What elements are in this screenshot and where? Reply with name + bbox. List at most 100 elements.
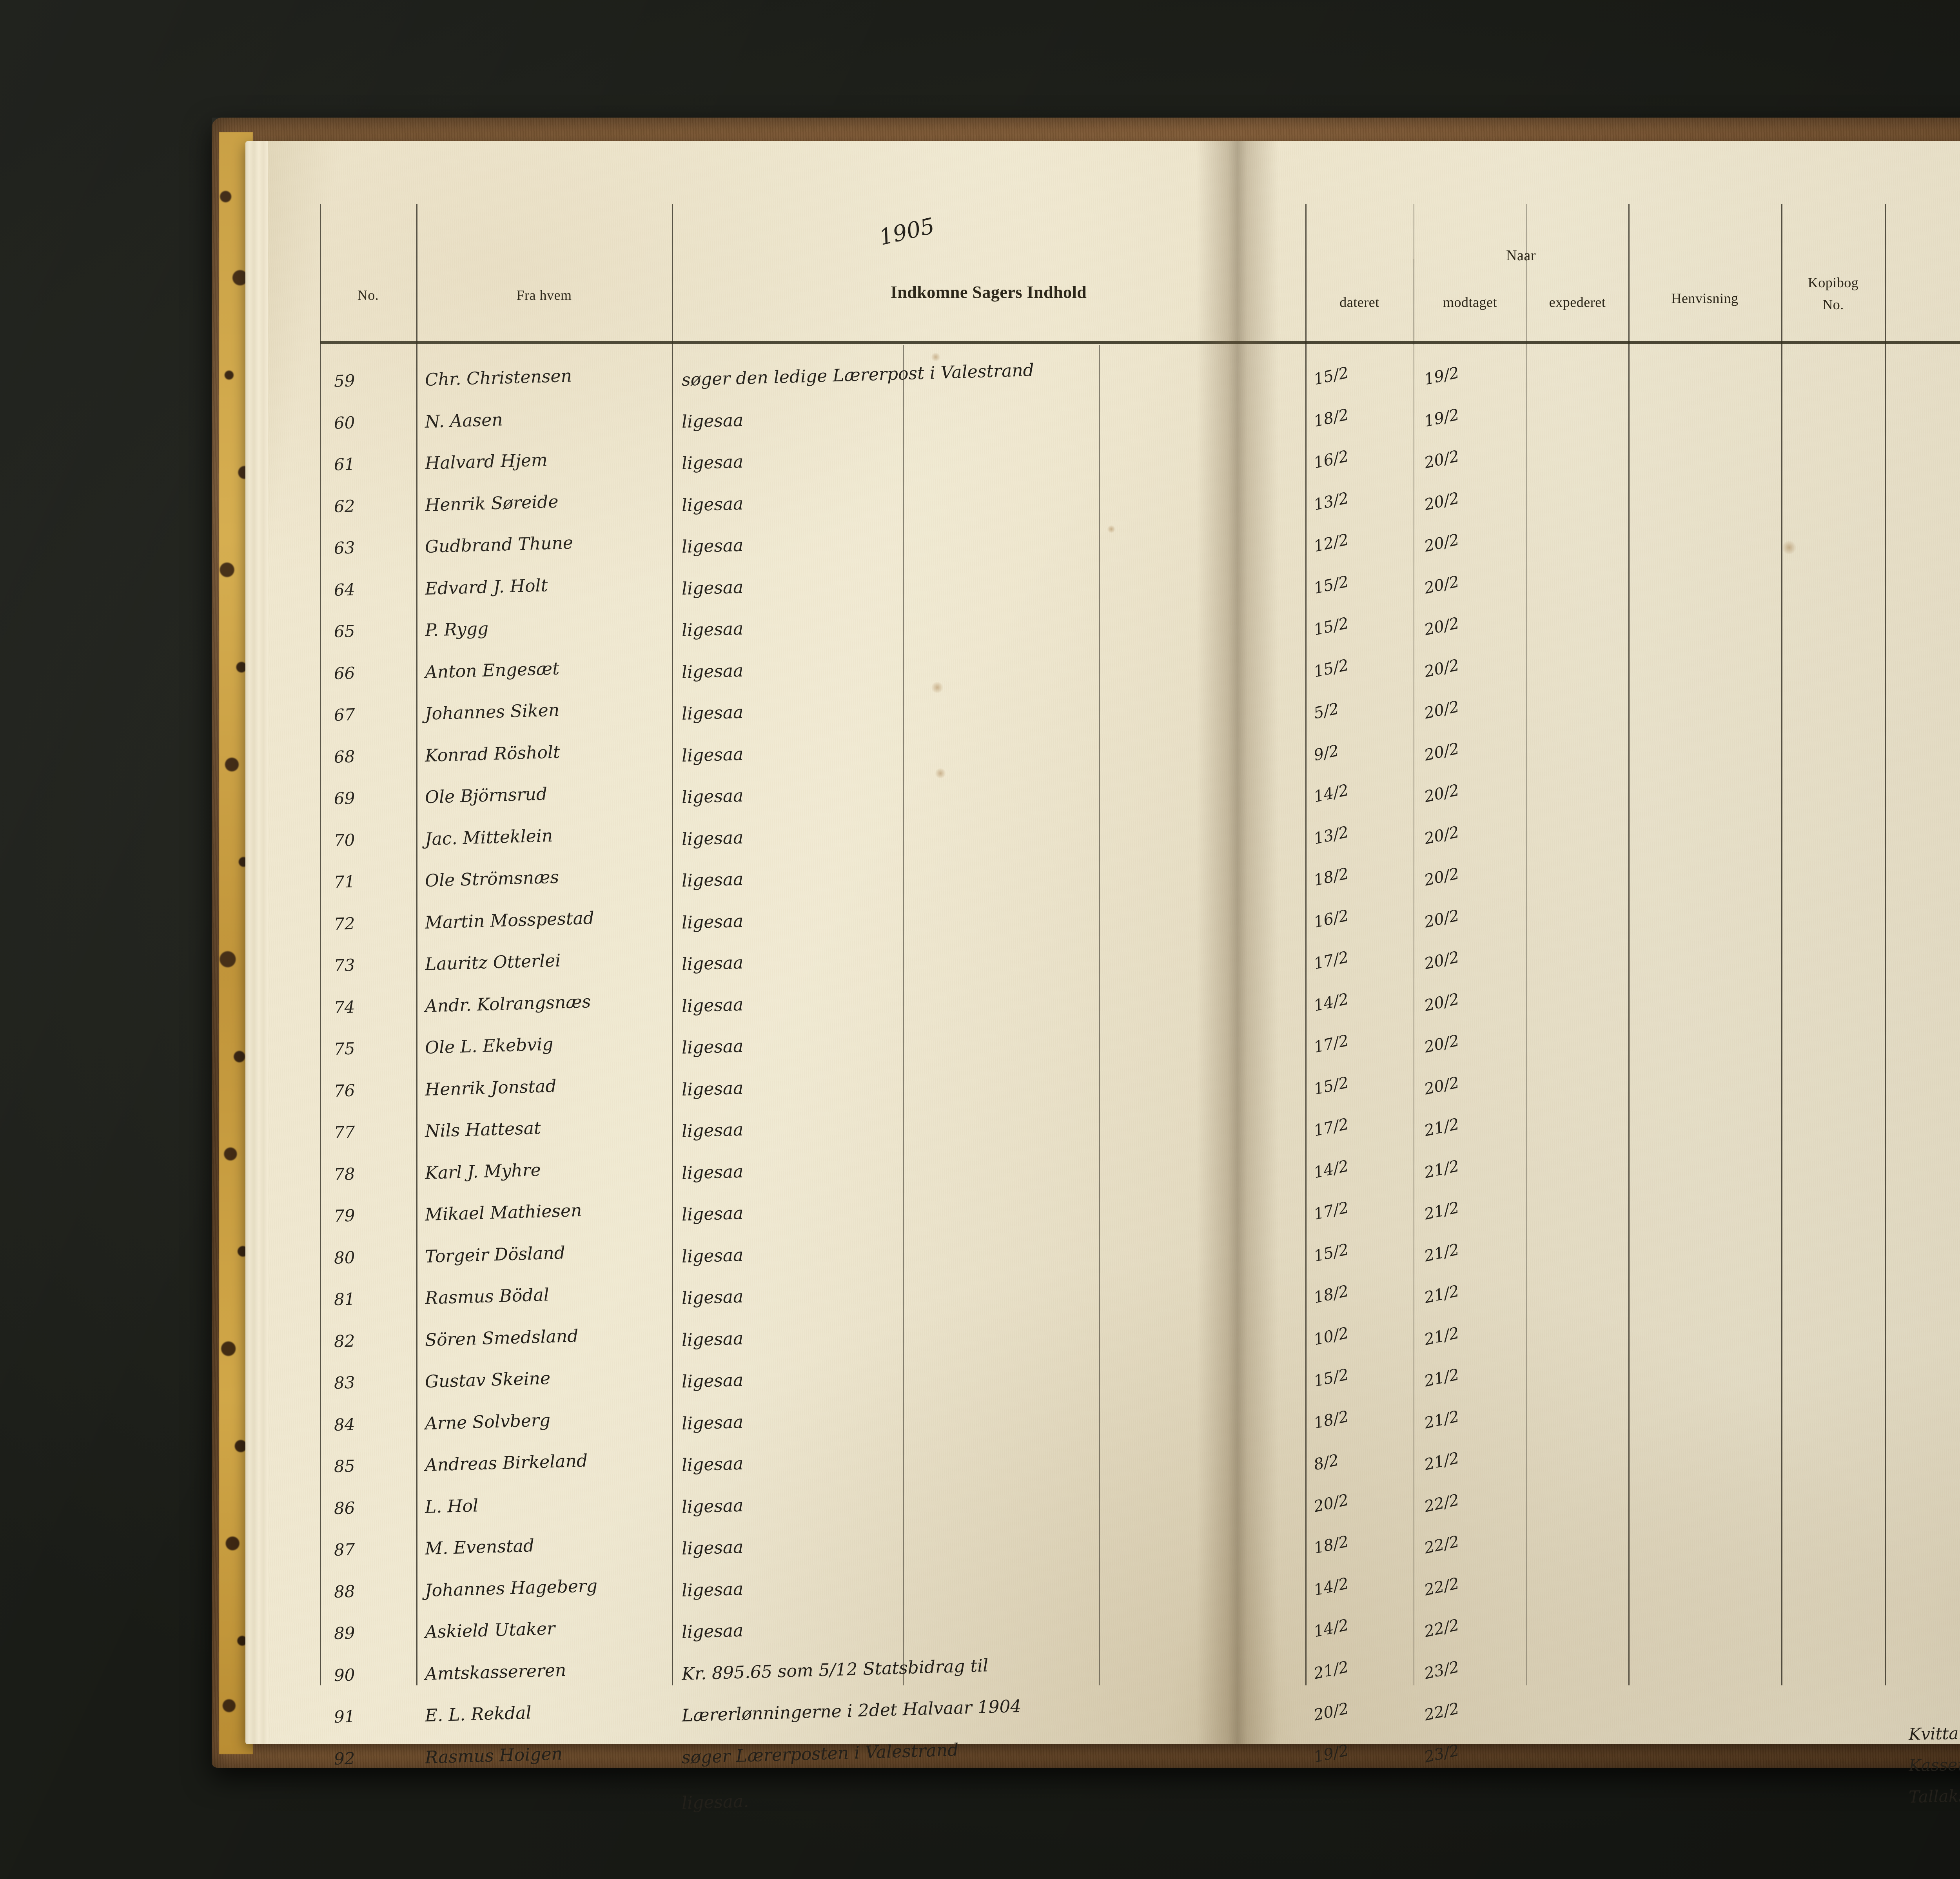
rule-indhold-right	[1305, 204, 1307, 1685]
entry-modtaget-70: 20/2	[1423, 823, 1461, 848]
header-kopibog-no: No.	[1781, 296, 1885, 313]
entry-no-86: 86	[334, 1498, 355, 1518]
entry-from-77: Nils Hattesat	[425, 1118, 541, 1141]
entry-from-88: Johannes Hageberg	[425, 1576, 597, 1600]
entry-modtaget-82: 21/2	[1423, 1324, 1461, 1349]
entry-content-82: ligesaa	[681, 1328, 744, 1350]
entry-no-59: 59	[334, 371, 355, 391]
entry-from-84: Arne Solvberg	[425, 1410, 550, 1434]
entry-modtaget-66: 20/2	[1423, 656, 1461, 681]
entry-no-70: 70	[334, 830, 355, 850]
entry-from-87: M. Evenstad	[425, 1536, 534, 1559]
entry-modtaget-87: 22/2	[1423, 1533, 1461, 1558]
entry-no-79: 79	[334, 1206, 355, 1226]
entry-no-80: 80	[334, 1248, 355, 1267]
entry-from-75: Ole L. Ekebvig	[425, 1034, 554, 1058]
entry-from-91: E. L. Rekdal	[425, 1703, 532, 1726]
entry-content-66: ligesaa	[681, 660, 744, 682]
entry-content-84: ligesaa	[681, 1412, 744, 1433]
entry-dateret-61: 16/2	[1312, 447, 1350, 472]
entry-from-74: Andr. Kolrangsnæs	[425, 992, 591, 1016]
entry-modtaget-68: 20/2	[1423, 739, 1461, 764]
entry-content-65: ligesaa	[681, 619, 744, 640]
entry-no-87: 87	[334, 1540, 355, 1560]
entry-dateret-63: 12/2	[1312, 531, 1350, 556]
entry-no-90: 90	[334, 1665, 355, 1685]
entry-dateret-79: 17/2	[1312, 1199, 1350, 1224]
annotation-line1: Kvittance sendt 22/2. Kr. 768.98 sendt	[1909, 1719, 1960, 1744]
entry-modtaget-61: 20/2	[1423, 447, 1461, 472]
entry-from-69: Ole Björnsrud	[425, 784, 547, 807]
rule-expederet-right	[1628, 204, 1630, 1685]
entry-dateret-75: 17/2	[1312, 1032, 1350, 1057]
entry-dateret-69: 14/2	[1312, 781, 1350, 806]
entry-from-73: Lauritz Otterlei	[425, 950, 561, 974]
entry-dateret-71: 18/2	[1312, 865, 1350, 890]
header-fra-hvem: Fra hvem	[416, 287, 672, 303]
entry-modtaget-63: 20/2	[1423, 531, 1461, 556]
entry-content-74: ligesaa	[681, 994, 744, 1016]
entry-no-65: 65	[334, 622, 355, 641]
rule-inner-a	[903, 345, 904, 1685]
entry-dateret-78: 14/2	[1312, 1157, 1350, 1182]
entry-no-74: 74	[334, 997, 355, 1017]
entry-dateret-81: 18/2	[1312, 1282, 1350, 1307]
entry-no-64: 64	[334, 580, 355, 599]
entry-no-82: 82	[334, 1331, 355, 1351]
entry-no-61: 61	[334, 455, 355, 474]
entry-modtaget-85: 21/2	[1423, 1449, 1461, 1474]
entry-dateret-76: 15/2	[1312, 1073, 1350, 1098]
entry-modtaget-83: 21/2	[1423, 1366, 1461, 1391]
entry-modtaget-90: 23/2	[1423, 1658, 1461, 1683]
entry-no-63: 63	[334, 538, 355, 558]
entry-modtaget-59: 19/2	[1423, 364, 1461, 389]
entry-dateret-80: 15/2	[1312, 1240, 1350, 1265]
entry-content-70: ligesaa	[681, 827, 744, 849]
header-henvisning: Henvisning	[1628, 290, 1781, 307]
entry-modtaget-62: 20/2	[1423, 489, 1461, 514]
rule-kopibog-right	[1885, 204, 1886, 1685]
entry-from-61: Halvard Hjem	[425, 450, 548, 473]
entry-modtaget-89: 22/2	[1423, 1616, 1461, 1641]
year-inscription: 1905	[877, 213, 937, 250]
entry-modtaget-81: 21/2	[1423, 1282, 1461, 1307]
entry-content-63: ligesaa	[681, 535, 744, 557]
entry-dateret-59: 15/2	[1312, 364, 1350, 389]
entry-content-77: ligesaa	[681, 1120, 744, 1141]
entry-from-79: Mikael Mathiesen	[425, 1201, 582, 1225]
entry-from-67: Johannes Siken	[425, 700, 560, 724]
entry-dateret-85: 8/2	[1312, 1451, 1341, 1474]
entry-modtaget-91: 22/2	[1423, 1699, 1461, 1725]
entry-no-60: 60	[334, 413, 355, 432]
entry-content-91: Lærerlønningerne i 2det Halvaar 1904	[681, 1696, 1022, 1726]
entry-from-72: Martin Mosspestad	[425, 908, 594, 932]
entry-dateret-60: 18/2	[1312, 405, 1350, 430]
entry-from-80: Torgeir Dösland	[425, 1243, 565, 1267]
entry-dateret-90: 21/2	[1312, 1658, 1350, 1683]
entry-no-83: 83	[334, 1373, 355, 1393]
entry-dateret-70: 13/2	[1312, 823, 1350, 848]
entry-from-92: Rasmus Hoigen	[425, 1744, 563, 1768]
entry-content-85: ligesaa	[681, 1454, 744, 1475]
entry-content-89: ligesaa	[681, 1621, 744, 1642]
entry-modtaget-86: 22/2	[1423, 1491, 1461, 1516]
entry-modtaget-80: 21/2	[1423, 1240, 1461, 1265]
entry-content-72: ligesaa	[681, 911, 744, 932]
entry-from-62: Henrik Søreide	[425, 492, 559, 515]
entry-dateret-89: 14/2	[1312, 1616, 1350, 1641]
entry-dateret-62: 13/2	[1312, 489, 1350, 514]
entry-no-92: 92	[334, 1748, 355, 1768]
entry-modtaget-75: 20/2	[1423, 1032, 1461, 1057]
entry-content-62: ligesaa	[681, 493, 744, 515]
header-indhold: Indkomne Sagers Indhold	[672, 282, 1305, 302]
entry-no-81: 81	[334, 1290, 355, 1309]
entry-from-63: Gudbrand Thune	[425, 533, 573, 557]
entry-from-71: Ole Strömsnæs	[425, 867, 559, 891]
entry-from-59: Chr. Christensen	[425, 366, 572, 390]
entry-dateret-86: 20/2	[1312, 1491, 1350, 1516]
header-kopibog: Kopibog	[1781, 274, 1885, 291]
entry-content-59: søger den ledige Lærerpost i Valestrand	[681, 360, 1034, 390]
entry-no-84: 84	[334, 1415, 355, 1434]
header-expederet: expederet	[1526, 294, 1628, 310]
entry-from-83: Gustav Skeine	[425, 1368, 550, 1392]
